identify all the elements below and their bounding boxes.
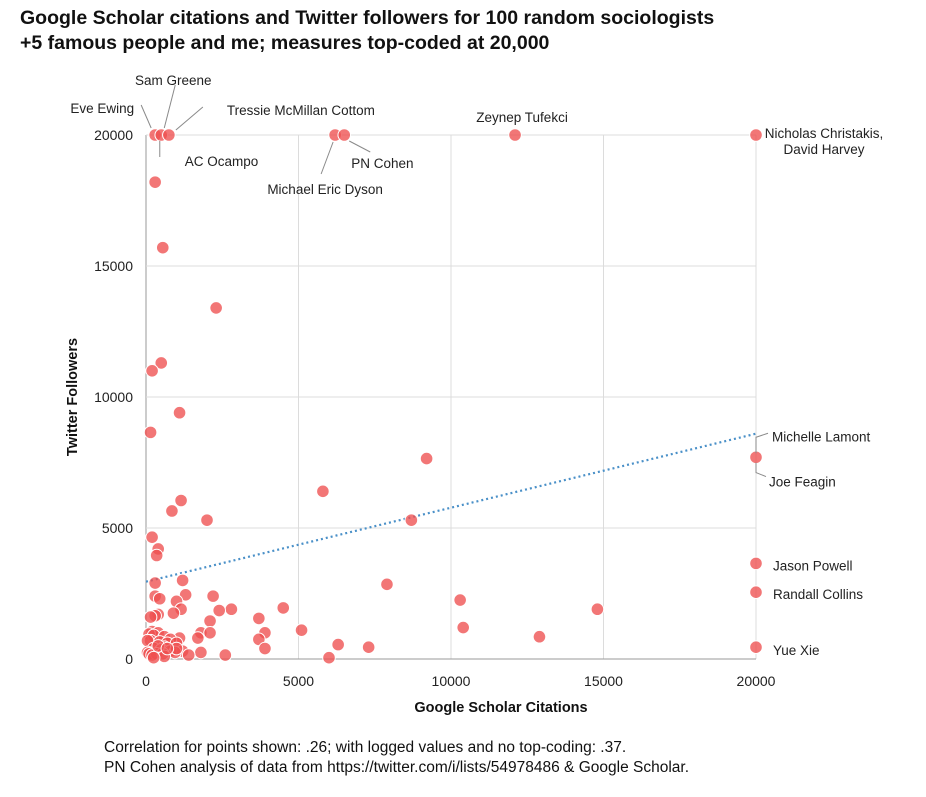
data-point — [160, 641, 175, 656]
data-point — [218, 648, 233, 662]
data-point — [174, 493, 188, 508]
chart-title-line1: Google Scholar citations and Twitter fol… — [20, 7, 715, 29]
data-point — [175, 573, 190, 588]
x-tick-label: 15000 — [584, 673, 623, 689]
data-point — [194, 645, 208, 660]
data-point — [749, 640, 763, 655]
data-point — [143, 425, 158, 440]
data-point — [148, 175, 162, 189]
x-tick-label: 20000 — [737, 673, 776, 689]
data-points — [140, 128, 763, 665]
data-point — [453, 593, 467, 607]
data-point — [145, 530, 159, 544]
caption-line1: Correlation for points shown: .26; with … — [104, 739, 627, 756]
annotation-label: Michael Eric Dyson — [267, 182, 383, 197]
annotation-leader-line — [755, 462, 767, 478]
y-tick-label: 10000 — [94, 389, 133, 405]
data-point — [178, 588, 193, 602]
annotation-label: AC Ocampo — [185, 154, 259, 169]
annotation-leader-line — [349, 140, 371, 153]
annotation-label: Jason Powell — [773, 558, 853, 573]
data-point — [331, 637, 345, 652]
annotation-label: PN Cohen — [351, 156, 413, 171]
data-point — [172, 405, 187, 420]
tick-labels: 0 5000 10000 15000 20000 0 5000 10000 15000 20000 — [94, 127, 776, 689]
data-point — [209, 301, 223, 315]
data-point — [191, 631, 205, 645]
caption-line2: PN Cohen analysis of data from https://t… — [104, 759, 689, 776]
x-tick-label: 5000 — [283, 673, 314, 689]
data-point — [154, 356, 169, 370]
data-point — [749, 128, 763, 142]
annotation-leader-line — [320, 141, 334, 175]
data-point — [212, 603, 226, 618]
data-point — [200, 513, 214, 527]
data-point — [165, 504, 179, 518]
data-point — [361, 640, 376, 655]
data-point — [146, 650, 161, 665]
chart-title: Google Scholar citations and Twitter fol… — [20, 6, 714, 56]
annotation-label: Michelle Lamont — [772, 429, 871, 444]
data-point — [162, 128, 176, 142]
data-point — [749, 585, 763, 599]
data-point — [590, 602, 605, 617]
data-point — [155, 240, 170, 255]
data-point — [166, 606, 181, 620]
annotation-label: Zeynep Tufekci — [476, 110, 568, 125]
data-point — [419, 451, 434, 466]
data-point — [206, 589, 220, 603]
annotation-label: Tressie McMillan Cottom — [227, 103, 375, 118]
data-point — [145, 364, 159, 378]
data-point — [316, 484, 330, 499]
data-point — [404, 513, 419, 527]
annotation-leader-line — [755, 432, 769, 454]
data-point — [149, 548, 164, 563]
data-point — [456, 620, 471, 635]
annotation-label: Yue Xie — [773, 643, 820, 658]
annotation-label: David Harvey — [783, 142, 864, 157]
data-point — [148, 576, 162, 590]
data-point — [508, 128, 522, 142]
data-point — [203, 626, 217, 640]
data-point — [294, 623, 309, 637]
y-axis-label: Twitter Followers — [65, 338, 81, 456]
data-point — [532, 629, 547, 644]
annotation-leader-line — [163, 84, 176, 129]
data-point — [143, 610, 158, 624]
data-point — [203, 614, 217, 628]
data-point — [224, 602, 239, 617]
data-point — [152, 591, 167, 606]
chart-title-line2: +5 famous people and me; measures top-co… — [20, 32, 550, 54]
y-tick-label: 0 — [125, 651, 133, 667]
data-point — [749, 556, 763, 571]
annotation-label: Sam Greene — [135, 73, 212, 88]
annotation-leader-line — [175, 106, 204, 131]
data-point — [380, 577, 394, 592]
data-point — [258, 641, 272, 656]
annotation-label: Eve Ewing — [70, 101, 134, 116]
x-axis-label: Google Scholar Citations — [414, 700, 587, 716]
y-tick-label: 15000 — [94, 258, 133, 274]
y-tick-label: 20000 — [94, 127, 133, 143]
data-point — [252, 611, 266, 626]
grid-lines — [145, 134, 757, 660]
caption: Correlation for points shown: .26; with … — [104, 738, 689, 778]
annotation-label: Nicholas Christakis, — [765, 126, 884, 141]
data-point — [276, 601, 291, 615]
annotation-leader-line — [140, 104, 152, 129]
data-point — [181, 648, 196, 662]
annotation-label: Joe Feagin — [769, 475, 836, 490]
annotation-label: Randall Collins — [773, 587, 863, 602]
y-tick-label: 5000 — [102, 520, 133, 536]
x-tick-label: 0 — [142, 673, 150, 689]
data-point — [322, 650, 336, 665]
data-point — [337, 128, 352, 142]
x-tick-label: 10000 — [432, 673, 471, 689]
